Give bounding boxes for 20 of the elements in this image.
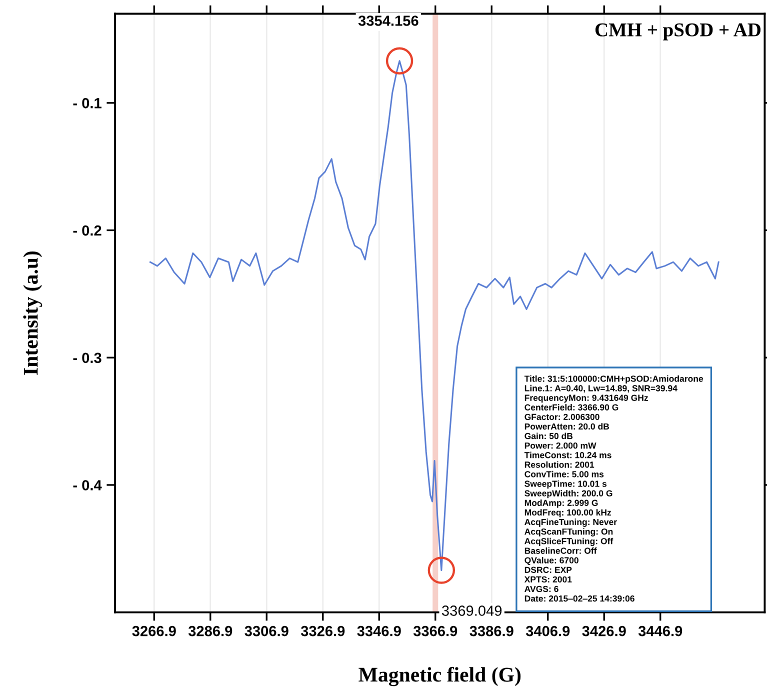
text: Title: 31:5:100000:CMH+pSOD:Amiodarone Line.1: A=0.40, Lw=14.89, SNR=39.94 FrequencyMon: 9.431649 GHz CenterField: 3366.90 G GFactor: 2.006300 PowerAtten: 20.0 dB Gain: 50 dB Power: 2.000 mW TimeConst: 10.24 ms Resolution: 2001 ConvTime: 5.00 ms SweepTime: 10.01 s SweepWidth: 200.0 G ModAmp: 2.999 G ModFreq: 100.00 kHz AcqFineTuning: Never AcqScanFTuning: On AcqSliceFTuning: Off BaselineCorr: Off QValue: 6700 DSRC: EXP XPTS: 2001 AVGS: 6 Date: 2015‒02‒25 14:39:06 [524,375,704,602]
x-tick-label: 3406.9 [526,626,570,636]
y-tick-label: - 0.3 [73,352,102,364]
annotation: 3354.156 [358,16,418,26]
x-tick-label: 3446.9 [638,626,682,636]
x-tick-label: 3286.9 [188,626,232,636]
x-tick-label: 3326.9 [300,626,345,636]
x-tick-label: 3346.9 [357,626,401,636]
y-axis-title: Intensity (a.u) [23,251,42,375]
x-tick-label: 3266.9 [132,626,176,636]
x-axis-title: Magnetic field (G) [358,666,521,686]
annotation: 3369.049 [442,606,502,616]
y-tick-label: - 0.2 [73,225,102,236]
annotation: CMH + pSOD + AD [595,23,760,40]
y-tick-label: - 0.4 [73,480,102,490]
x-tick-label: 3366.9 [413,626,458,636]
x-tick-label: 3426.9 [582,626,626,636]
x-tick-label: 3386.9 [470,626,514,636]
y-tick-label: - 0.1 [73,98,102,108]
x-tick-label: 3306.9 [244,626,288,636]
